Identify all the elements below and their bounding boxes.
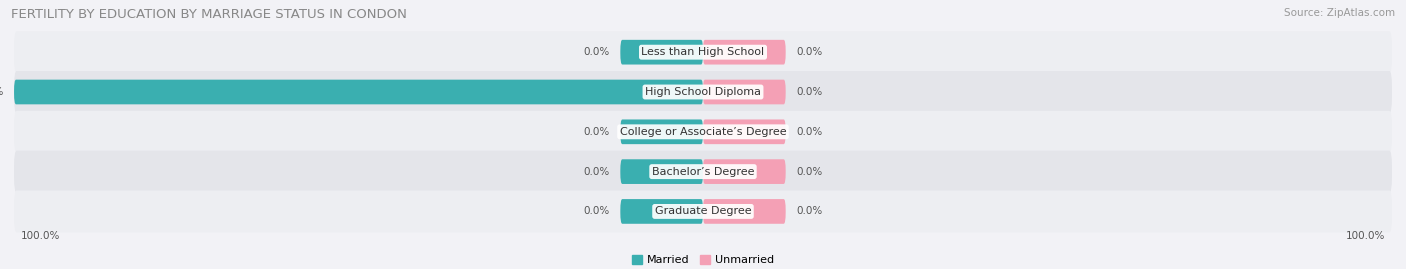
FancyBboxPatch shape [703, 119, 786, 144]
FancyBboxPatch shape [14, 151, 1392, 193]
Text: 0.0%: 0.0% [796, 127, 823, 137]
Text: 0.0%: 0.0% [796, 47, 823, 57]
FancyBboxPatch shape [620, 40, 703, 65]
Text: 0.0%: 0.0% [796, 206, 823, 217]
Text: High School Diploma: High School Diploma [645, 87, 761, 97]
Text: College or Associate’s Degree: College or Associate’s Degree [620, 127, 786, 137]
FancyBboxPatch shape [703, 159, 786, 184]
FancyBboxPatch shape [703, 40, 786, 65]
FancyBboxPatch shape [14, 80, 703, 104]
Text: 0.0%: 0.0% [583, 127, 610, 137]
Text: 0.0%: 0.0% [796, 87, 823, 97]
Text: 0.0%: 0.0% [583, 206, 610, 217]
FancyBboxPatch shape [14, 31, 1392, 73]
Text: 100.0%: 100.0% [21, 231, 60, 241]
FancyBboxPatch shape [14, 71, 1392, 113]
Text: 100.0%: 100.0% [1346, 231, 1385, 241]
FancyBboxPatch shape [14, 111, 1392, 153]
FancyBboxPatch shape [14, 190, 1392, 232]
FancyBboxPatch shape [703, 80, 786, 104]
FancyBboxPatch shape [620, 119, 703, 144]
FancyBboxPatch shape [703, 199, 786, 224]
Text: Graduate Degree: Graduate Degree [655, 206, 751, 217]
Text: Source: ZipAtlas.com: Source: ZipAtlas.com [1284, 8, 1395, 18]
FancyBboxPatch shape [620, 159, 703, 184]
Text: FERTILITY BY EDUCATION BY MARRIAGE STATUS IN CONDON: FERTILITY BY EDUCATION BY MARRIAGE STATU… [11, 8, 408, 21]
FancyBboxPatch shape [620, 199, 703, 224]
Text: 0.0%: 0.0% [583, 47, 610, 57]
Text: Bachelor’s Degree: Bachelor’s Degree [652, 167, 754, 177]
Text: Less than High School: Less than High School [641, 47, 765, 57]
Text: 100.0%: 100.0% [0, 87, 4, 97]
Text: 0.0%: 0.0% [583, 167, 610, 177]
Legend: Married, Unmarried: Married, Unmarried [627, 250, 779, 269]
Text: 0.0%: 0.0% [796, 167, 823, 177]
